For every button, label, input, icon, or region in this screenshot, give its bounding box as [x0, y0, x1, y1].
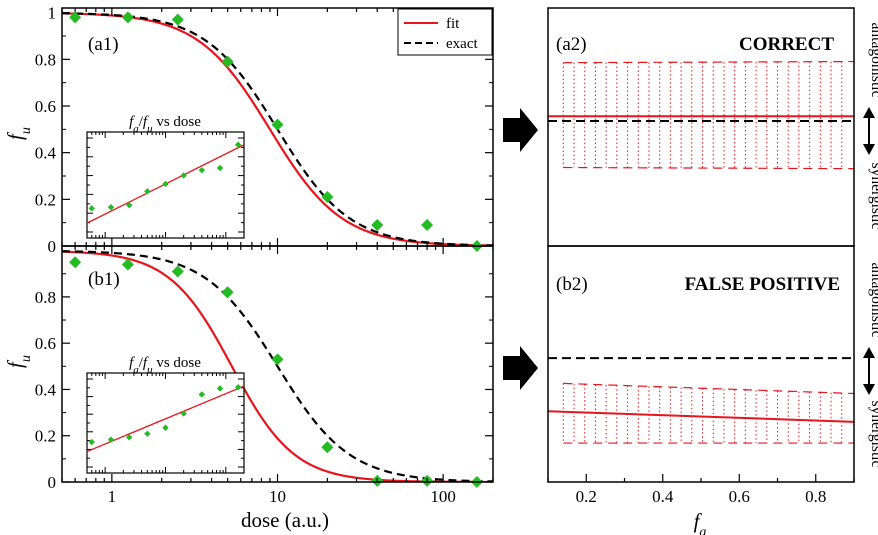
b1-inset-point: [125, 434, 133, 441]
a1-inset: fa/fu vs dose: [86, 114, 245, 239]
b1-data-point: [121, 258, 134, 271]
a1-y-tick-label: 0.6: [35, 97, 56, 116]
b2-panel-label: (b2): [556, 274, 588, 295]
b2-upper-bound: [563, 382, 854, 395]
panel-a2: (a2) CORRECT antagonistic synergistic: [547, 7, 878, 247]
b1-x-axis-label: dose (a.u.): [241, 508, 329, 532]
a1-inset-point: [198, 166, 206, 174]
a1-inset-content: [87, 141, 244, 224]
b1-y-tick-label: 0.6: [35, 334, 56, 353]
a1-data-point: [321, 191, 334, 203]
panel-b1: 0 0.2 0.4 0.6 0.8 1 10 100 (b1) fu dose (a.u.)…: [3, 245, 494, 532]
b1-x-tick-label: 100: [430, 487, 456, 506]
b1-inset-point: [180, 410, 187, 417]
a1-y-tick-label: 0.2: [35, 190, 56, 209]
legend-fit-label: fit: [446, 16, 460, 32]
b2-side-bottom-label: synergistic: [868, 401, 878, 468]
b1-y-tick-label: 0.2: [35, 427, 56, 446]
a1-data-point: [121, 11, 134, 24]
b2-x-tick-label: 0.8: [805, 487, 826, 506]
b1-inset-point: [144, 430, 151, 437]
b1-inset-point: [88, 438, 95, 446]
a1-data-point: [69, 11, 82, 24]
b1-y-tick-label: 0.4: [35, 380, 57, 399]
a2-panel-label: (a2): [556, 34, 587, 55]
a1-y-tick-label: 0.8: [35, 50, 56, 69]
a2-lower-bound: [563, 166, 854, 170]
b1-inset-frame: [86, 372, 245, 474]
b1-data-point: [171, 265, 184, 278]
a2-content: [548, 60, 854, 170]
b1-panel-label: (b1): [88, 269, 120, 290]
b1-inset-point: [216, 385, 224, 392]
b1-inset-point: [162, 424, 169, 431]
b1-inset-point: [198, 391, 206, 398]
b1-y-ticks: 0 0.2 0.4 0.6 0.8: [35, 273, 493, 492]
a2-side-top-label: antagonistic: [868, 23, 878, 98]
b1-inset-content: [87, 384, 244, 453]
b2-x-axis-label: fa: [694, 509, 707, 535]
b2-x-ticks: 0.2 0.4 0.6 0.8: [547, 474, 855, 506]
a2-double-arrow-icon: [863, 107, 875, 155]
b1-data-point: [271, 353, 284, 366]
b1-x-tick-label: 1: [108, 487, 117, 506]
panel-a1: 0 0.2 0.4 0.6 0.8 1 (a1) fu fit exact fa/fu v…: [3, 4, 494, 256]
a2-side-bottom-label: synergistic: [868, 163, 878, 230]
a1-data-point: [171, 13, 184, 26]
a1-data-point: [221, 55, 234, 68]
b2-side-top-label: antagonistic: [868, 263, 878, 338]
b2-x-tick-label: 0.6: [729, 487, 750, 506]
a1-inset-point: [180, 172, 187, 179]
b1-y-axis-label: fu: [3, 355, 34, 368]
a1-inset-point: [125, 201, 133, 209]
b2-x-tick-label: 0.2: [576, 487, 597, 506]
a1-inset-point: [162, 180, 169, 188]
a1-y-ticks: 0 0.2 0.4 0.6 0.8 1: [35, 4, 493, 256]
a1-data-point: [271, 118, 284, 131]
a1-y-axis-label: fu: [3, 127, 34, 140]
b1-data-point: [221, 286, 234, 299]
b1-data-point: [321, 441, 334, 454]
arrow-right-icon: [503, 108, 538, 152]
b1-inset-point: [234, 384, 242, 391]
b1-y-tick-label: 0.8: [35, 288, 56, 307]
a2-status-label: CORRECT: [739, 34, 834, 55]
a1-inset-point: [144, 188, 151, 195]
a1-data-point: [421, 219, 434, 231]
a1-inset-point: [216, 164, 224, 172]
a1-inset-point: [234, 141, 242, 148]
b1-y-tick-label: 0: [48, 473, 57, 492]
a1-inset-point: [88, 205, 95, 212]
a1-data-point: [371, 219, 384, 231]
b1-x-tick-label: 10: [269, 487, 286, 506]
legend: fit exact: [397, 8, 493, 56]
a1-y-tick-label: 1: [48, 4, 57, 23]
arrow-right-icon: [503, 346, 538, 390]
legend-exact-label: exact: [446, 36, 478, 52]
a1-panel-label: (a1): [88, 34, 119, 55]
a1-inset-title: fa/fu vs dose: [129, 114, 201, 135]
b1-inset-ticks: [86, 373, 245, 473]
legend-box: [397, 8, 493, 56]
b2-fit-line: [548, 410, 854, 423]
b1-inset-point: [107, 436, 115, 443]
b1-data-point: [69, 256, 82, 269]
b2-content: [548, 357, 854, 444]
a1-y-tick-label: 0.4: [35, 144, 57, 163]
a2-upper-bound: [563, 60, 854, 64]
b2-x-tick-label: 0.4: [652, 487, 674, 506]
b1-inset-title: fa/fu vs dose: [129, 355, 201, 376]
b1-exact-curve: [62, 250, 493, 482]
panel-b2: 0.2 0.4 0.6 0.8 (b2) FALSE POSITIVE antagon…: [547, 245, 878, 535]
a1-inset-point: [107, 204, 115, 211]
b2-status-label: FALSE POSITIVE: [685, 274, 840, 295]
a1-y-tick-label: 0: [48, 237, 57, 256]
b1-x-ticks: 1 10 100: [61, 246, 494, 506]
b1-inset: fa/fu vs dose: [86, 355, 245, 474]
b2-double-arrow-icon: [863, 347, 875, 395]
